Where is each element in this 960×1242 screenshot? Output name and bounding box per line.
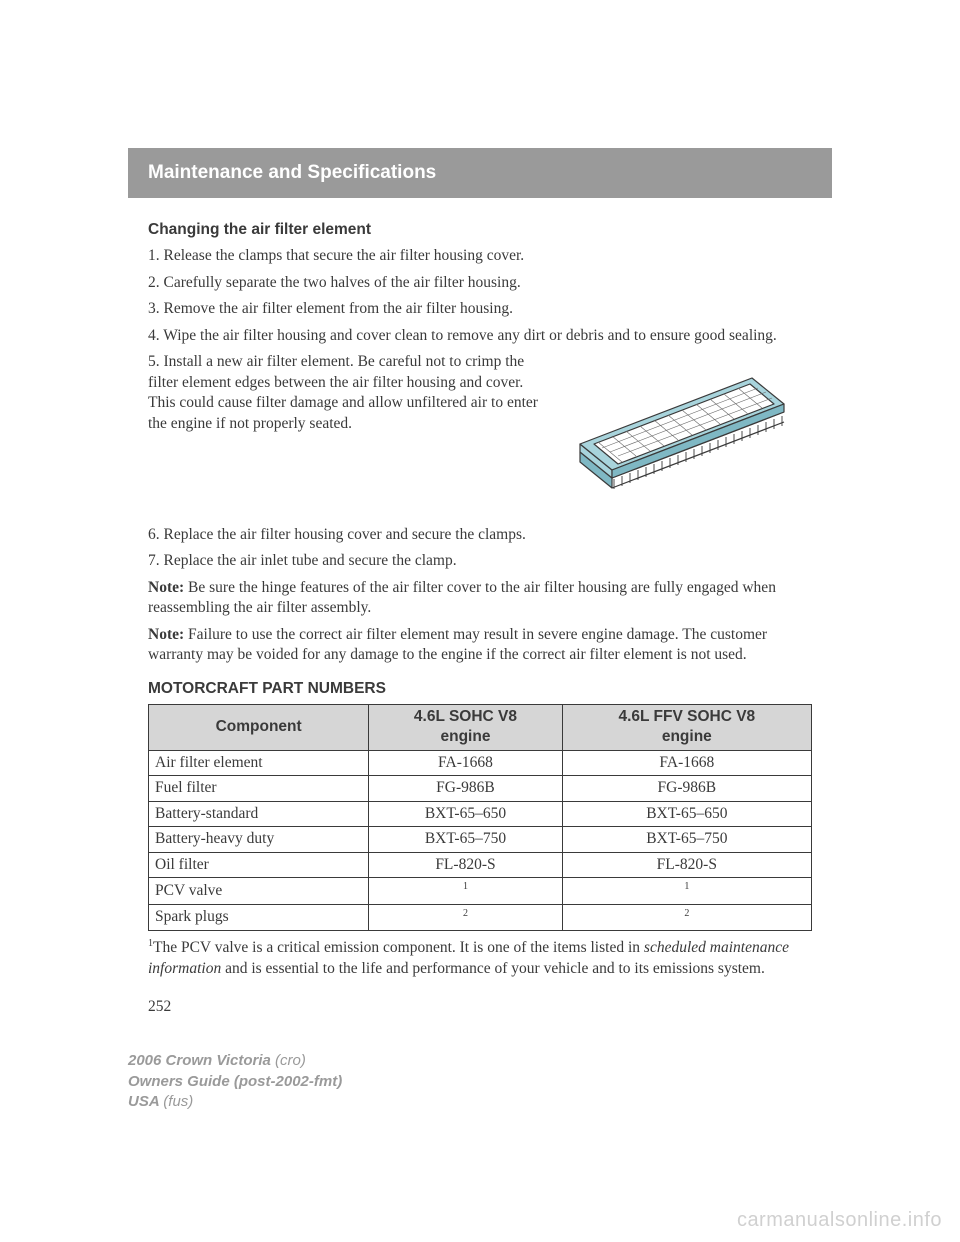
col-engine-1: 4.6L SOHC V8engine: [369, 704, 562, 750]
table-cell: BXT-65–650: [369, 801, 562, 826]
watermark: carmanualsonline.info: [737, 1209, 942, 1232]
table-row: Spark plugs22: [149, 904, 812, 931]
footer-line-3: USA (fus): [128, 1092, 342, 1112]
note-1: Note: Be sure the hinge features of the …: [148, 578, 812, 619]
step-5-with-image: 5. Install a new air filter element. Be …: [148, 352, 812, 518]
table-cell: 1: [369, 878, 562, 905]
col-engine-2: 4.6L FFV SOHC V8engine: [562, 704, 811, 750]
table-row: Fuel filterFG-986BFG-986B: [149, 776, 812, 801]
table-cell: Spark plugs: [149, 904, 369, 931]
table-row: Battery-standardBXT-65–650BXT-65–650: [149, 801, 812, 826]
note-2-text: Failure to use the correct air filter el…: [148, 626, 767, 663]
step-7: 7. Replace the air inlet tube and secure…: [148, 551, 812, 571]
parts-table-body: Air filter elementFA-1668FA-1668Fuel fil…: [149, 750, 812, 930]
table-cell: 2: [369, 904, 562, 931]
table-cell: Fuel filter: [149, 776, 369, 801]
section-heading-air-filter: Changing the air filter element: [148, 220, 812, 240]
footer-line-1: 2006 Crown Victoria (cro): [128, 1051, 342, 1071]
body-content: Changing the air filter element 1. Relea…: [128, 220, 832, 1018]
footnote-post: and is essential to the life and perform…: [221, 960, 765, 977]
note-1-label: Note:: [148, 579, 184, 596]
step-1: 1. Release the clamps that secure the ai…: [148, 246, 812, 266]
page-content: Maintenance and Specifications Changing …: [0, 0, 960, 1018]
header-title: Maintenance and Specifications: [148, 162, 812, 184]
table-cell: FL-820-S: [369, 852, 562, 877]
table-header-row: Component 4.6L SOHC V8engine 4.6L FFV SO…: [149, 704, 812, 750]
table-cell: Battery-heavy duty: [149, 827, 369, 852]
header-bar: Maintenance and Specifications: [128, 148, 832, 198]
table-row: Battery-heavy dutyBXT-65–750BXT-65–750: [149, 827, 812, 852]
note-1-text: Be sure the hinge features of the air fi…: [148, 579, 776, 616]
table-row: Air filter elementFA-1668FA-1668: [149, 750, 812, 775]
note-2: Note: Failure to use the correct air fil…: [148, 625, 812, 666]
note-2-label: Note:: [148, 626, 184, 643]
col-component: Component: [149, 704, 369, 750]
footer: 2006 Crown Victoria (cro) Owners Guide (…: [128, 1051, 342, 1112]
table-cell: FA-1668: [562, 750, 811, 775]
table-cell: 2: [562, 904, 811, 931]
table-cell: BXT-65–750: [369, 827, 562, 852]
footer-line-2: Owners Guide (post-2002-fmt): [128, 1072, 342, 1092]
parts-table: Component 4.6L SOHC V8engine 4.6L FFV SO…: [148, 704, 812, 931]
table-cell: Battery-standard: [149, 801, 369, 826]
table-cell: FG-986B: [369, 776, 562, 801]
parts-heading: MOTORCRAFT PART NUMBERS: [148, 679, 812, 699]
table-row: PCV valve11: [149, 878, 812, 905]
table-cell: PCV valve: [149, 878, 369, 905]
table-cell: Air filter element: [149, 750, 369, 775]
step-3: 3. Remove the air filter element from th…: [148, 299, 812, 319]
table-cell: Oil filter: [149, 852, 369, 877]
step-2: 2. Carefully separate the two halves of …: [148, 273, 812, 293]
footnote-pre: The PCV valve is a critical emission com…: [153, 939, 644, 956]
step-5: 5. Install a new air filter element. Be …: [148, 352, 552, 434]
table-cell: FA-1668: [369, 750, 562, 775]
footnote-1: 1The PCV valve is a critical emission co…: [148, 937, 812, 979]
table-cell: BXT-65–750: [562, 827, 811, 852]
table-cell: BXT-65–650: [562, 801, 811, 826]
table-cell: FL-820-S: [562, 852, 811, 877]
air-filter-illustration: [552, 352, 812, 518]
step-4: 4. Wipe the air filter housing and cover…: [148, 326, 812, 346]
table-row: Oil filterFL-820-SFL-820-S: [149, 852, 812, 877]
step-6: 6. Replace the air filter housing cover …: [148, 525, 812, 545]
table-cell: FG-986B: [562, 776, 811, 801]
page-number: 252: [148, 997, 812, 1017]
table-cell: 1: [562, 878, 811, 905]
